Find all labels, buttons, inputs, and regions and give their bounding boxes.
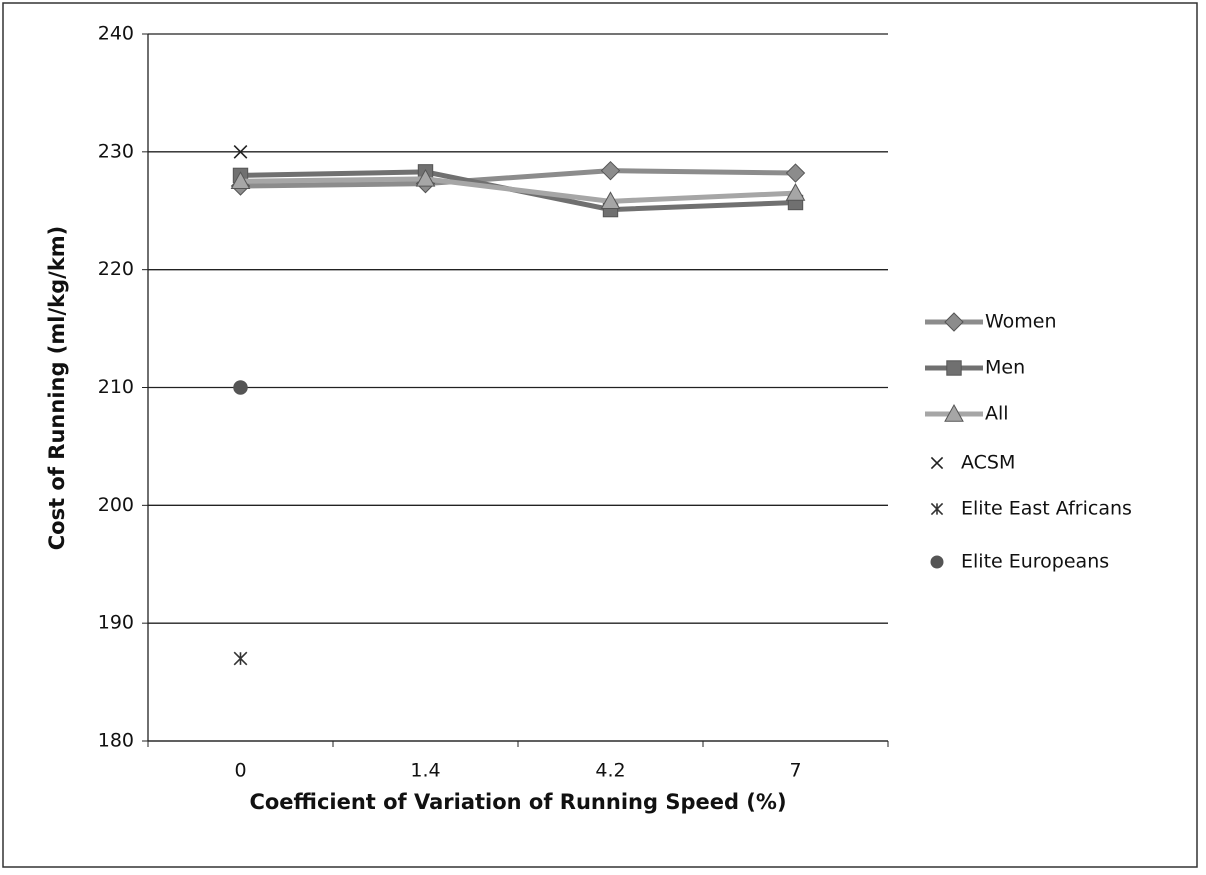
x-tick-label: 7	[789, 760, 801, 782]
legend-label: All	[985, 403, 1009, 425]
legend-label: Men	[985, 357, 1025, 379]
y-axis-title: Cost of Running (ml/kg/km)	[45, 226, 69, 551]
legend-label: ACSM	[961, 452, 1015, 474]
y-tick-label: 180	[98, 730, 134, 752]
y-tick-label: 200	[98, 494, 134, 516]
marker	[600, 160, 621, 181]
marker	[930, 502, 944, 516]
x-tick-label: 0	[234, 760, 246, 782]
series-line	[240, 168, 796, 189]
marker	[415, 168, 436, 187]
y-tick-label: 210	[98, 376, 134, 398]
legend-label: Women	[985, 311, 1057, 333]
legend-label: Elite Europeans	[961, 551, 1109, 573]
marker	[944, 312, 964, 332]
x-axis-title: Coefficient of Variation of Running Spee…	[249, 790, 786, 814]
marker	[233, 651, 248, 666]
marker	[930, 555, 944, 569]
marker	[233, 144, 248, 159]
x-tick-label: 1.4	[410, 760, 440, 782]
y-tick-label: 240	[98, 23, 134, 45]
marker	[600, 191, 621, 210]
marker	[785, 183, 806, 201]
legend-label: Elite East Africans	[961, 498, 1132, 520]
y-tick-label: 220	[98, 258, 134, 280]
marker	[233, 380, 248, 395]
x-tick-label: 4.2	[595, 760, 625, 782]
y-tick-label: 190	[98, 612, 134, 634]
marker	[230, 171, 251, 189]
marker	[944, 403, 964, 422]
series-line	[240, 176, 796, 204]
marker	[946, 360, 962, 376]
y-tick-label: 230	[98, 140, 134, 162]
marker	[930, 456, 944, 470]
marker	[785, 163, 806, 183]
